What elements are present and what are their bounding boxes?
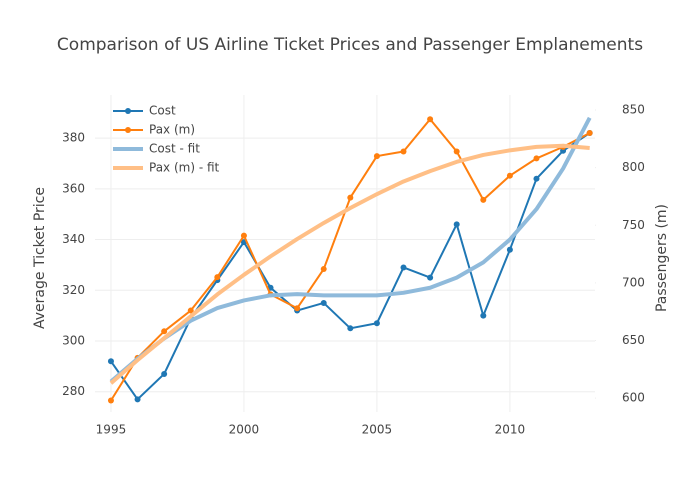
point — [320, 266, 327, 273]
point — [347, 325, 354, 332]
y2-tick-label: 700 — [622, 275, 645, 289]
y2-tick-label: 600 — [622, 391, 645, 405]
y2-tick-label: 750 — [622, 218, 645, 232]
point — [373, 320, 380, 327]
chart-title: Comparison of US Airline Ticket Prices a… — [57, 35, 643, 55]
x-tick-label: 1995 — [96, 423, 127, 437]
legend-label: Cost — [149, 104, 176, 118]
point — [506, 172, 513, 179]
point — [373, 153, 380, 160]
y-tick-label: 360 — [62, 181, 85, 195]
point — [400, 264, 407, 271]
point — [533, 175, 540, 182]
y-tick-label: 280 — [62, 384, 85, 398]
point — [240, 232, 247, 239]
series-line — [109, 116, 592, 384]
point — [480, 196, 487, 203]
legend-label: Pax (m) — [149, 123, 195, 137]
y2-tick-label: 800 — [622, 160, 645, 174]
legend-label: Cost - fit — [149, 142, 200, 156]
y2-axis-title: Passengers (m) — [654, 204, 670, 312]
y-tick-label: 300 — [62, 333, 85, 347]
legend-marker — [125, 127, 131, 133]
point — [161, 370, 168, 377]
point — [294, 305, 301, 312]
y-axis-title: Average Ticket Price — [32, 187, 48, 329]
y-tick-label: 340 — [62, 232, 85, 246]
y-tick-label: 320 — [62, 283, 85, 297]
point — [506, 246, 513, 253]
point — [453, 148, 460, 155]
point — [400, 148, 407, 155]
point — [427, 274, 434, 281]
point — [320, 299, 327, 306]
point — [586, 130, 593, 137]
legend-marker — [125, 108, 131, 114]
y-tick-label: 380 — [62, 131, 85, 145]
x-tick-label: 2000 — [229, 423, 260, 437]
point — [161, 328, 168, 335]
y2-tick-label: 850 — [622, 102, 645, 116]
legend-label: Pax (m) - fit — [149, 161, 220, 175]
point — [214, 274, 221, 281]
point — [187, 307, 194, 314]
point — [427, 116, 434, 123]
series-line — [109, 143, 590, 385]
point — [134, 396, 141, 403]
x-tick-label: 2010 — [495, 423, 526, 437]
point — [347, 194, 354, 201]
point — [533, 155, 540, 162]
point — [107, 397, 114, 404]
point — [107, 358, 114, 365]
point — [480, 312, 487, 319]
point — [453, 221, 460, 228]
x-tick-label: 2005 — [362, 423, 393, 437]
y2-tick-label: 650 — [622, 333, 645, 347]
